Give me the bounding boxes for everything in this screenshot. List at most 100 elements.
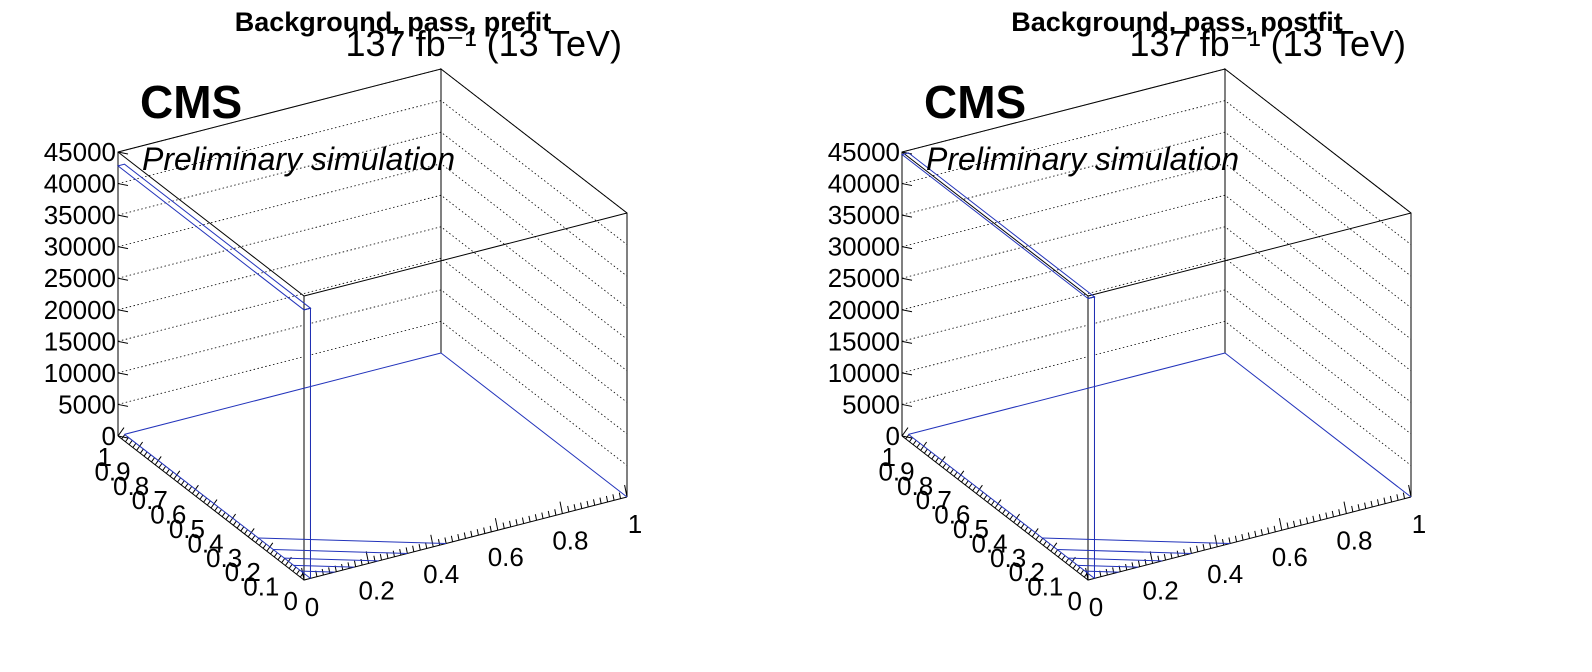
extra-label: Preliminary simulation <box>142 141 455 177</box>
y-tick <box>1039 538 1044 543</box>
bar-edge <box>303 307 311 311</box>
x-tick-label: 0.8 <box>552 526 588 556</box>
floor-edge <box>908 433 1095 579</box>
y-tick <box>214 506 219 512</box>
x-tick <box>1202 544 1205 551</box>
lego-bar <box>900 152 1096 581</box>
grid-line <box>901 100 1412 245</box>
x-tick <box>528 515 531 522</box>
z-tick-label: 35000 <box>44 200 116 230</box>
x-tick <box>573 504 576 511</box>
x-tick <box>515 519 518 526</box>
y-tick <box>270 549 274 555</box>
y-tick <box>901 427 909 437</box>
y-tick <box>169 471 174 477</box>
floor-outline <box>124 352 628 579</box>
x-tick <box>541 512 544 519</box>
y-tick <box>240 526 245 532</box>
x-tick-label: 0.2 <box>1143 575 1179 605</box>
grid-line <box>117 194 628 340</box>
y-tick <box>1046 543 1051 549</box>
y-tick <box>199 494 204 500</box>
y-tick <box>927 451 932 457</box>
y-tick <box>292 566 297 572</box>
x-tick <box>425 542 428 549</box>
cms-label: CMS <box>924 76 1026 128</box>
grid-line <box>901 163 1412 309</box>
y-tick <box>236 523 241 529</box>
y-tick <box>1002 509 1006 515</box>
y-tick <box>255 538 260 543</box>
y-tick-label: 0.4 <box>187 528 223 558</box>
y-tick-label: 0.9 <box>94 456 130 486</box>
y-tick <box>151 457 155 463</box>
x-tick <box>624 484 628 498</box>
grid-line <box>117 257 628 403</box>
floor-contour <box>273 549 408 554</box>
z-tick-label: 45000 <box>828 137 900 167</box>
y-tick <box>232 520 237 526</box>
x-tick-label: 1 <box>628 509 642 539</box>
x-tick <box>430 534 434 547</box>
x-tick <box>457 534 460 541</box>
y-tick-label: 1 <box>882 442 896 472</box>
x-tick-label: 0.8 <box>1336 526 1372 556</box>
x-tick <box>593 499 596 506</box>
y-tick <box>1005 512 1010 517</box>
floor-edge <box>1224 352 1412 498</box>
z-tick <box>117 183 129 187</box>
top-edge-y <box>901 151 1089 297</box>
x-tick <box>353 560 357 567</box>
lumi-label: 137 fb⁻¹ (13 TeV) <box>346 23 623 64</box>
y-tick <box>273 552 278 558</box>
y-tick <box>983 494 988 500</box>
y-tick <box>968 483 973 489</box>
y-tick-label: 0.7 <box>132 485 168 515</box>
y-tick <box>125 437 129 443</box>
floor-contour <box>1085 570 1119 573</box>
grid-line <box>117 163 628 309</box>
x-tick <box>1357 504 1360 511</box>
y-tick <box>923 448 928 454</box>
y-tick <box>1016 520 1021 526</box>
top-edge-x <box>1087 212 1412 297</box>
x-tick <box>483 527 486 534</box>
bar-top-face <box>116 163 312 311</box>
back-plane-right <box>440 67 628 497</box>
x-tick <box>365 551 370 564</box>
x-tick <box>1241 534 1244 541</box>
z-tick <box>117 309 129 313</box>
x-axis: 0 0.2 0.4 0.6 0.8 1 <box>301 484 642 622</box>
x-tick-label: 0.4 <box>1207 559 1243 589</box>
lumi-label: 137 fb⁻¹ (13 TeV) <box>1130 23 1407 64</box>
z-tick-label: 30000 <box>828 232 900 262</box>
x-tick <box>1267 527 1270 534</box>
y-tick <box>1061 555 1066 561</box>
y-tick <box>132 443 137 448</box>
z-tick-label: 20000 <box>44 295 116 325</box>
y-tick-label: 0.3 <box>206 543 242 573</box>
y-tick <box>998 506 1003 512</box>
floor-contour <box>258 537 447 544</box>
y-tick <box>177 477 181 483</box>
x-tick <box>1170 552 1173 559</box>
z-tick <box>117 340 129 344</box>
x-tick <box>450 535 454 542</box>
y-tick <box>916 443 921 448</box>
y-tick <box>1042 540 1047 546</box>
floor-contour <box>1077 564 1139 568</box>
y-tick <box>1009 515 1014 520</box>
x-axis: 0 0.2 0.4 0.6 0.8 1 <box>1085 484 1426 622</box>
bar-edge <box>1087 296 1095 300</box>
z-tick <box>901 309 913 313</box>
y-tick-label: 0.3 <box>990 543 1026 573</box>
x-tick <box>418 544 421 551</box>
back-plane-right <box>1224 67 1412 497</box>
x-tick <box>1364 502 1367 509</box>
x-tick <box>1305 517 1309 524</box>
z-tick-label: 0 <box>886 421 900 451</box>
y-tick <box>1076 566 1081 572</box>
cms-label: CMS <box>140 76 242 128</box>
y-tick <box>1020 523 1025 529</box>
x-tick <box>392 550 395 557</box>
